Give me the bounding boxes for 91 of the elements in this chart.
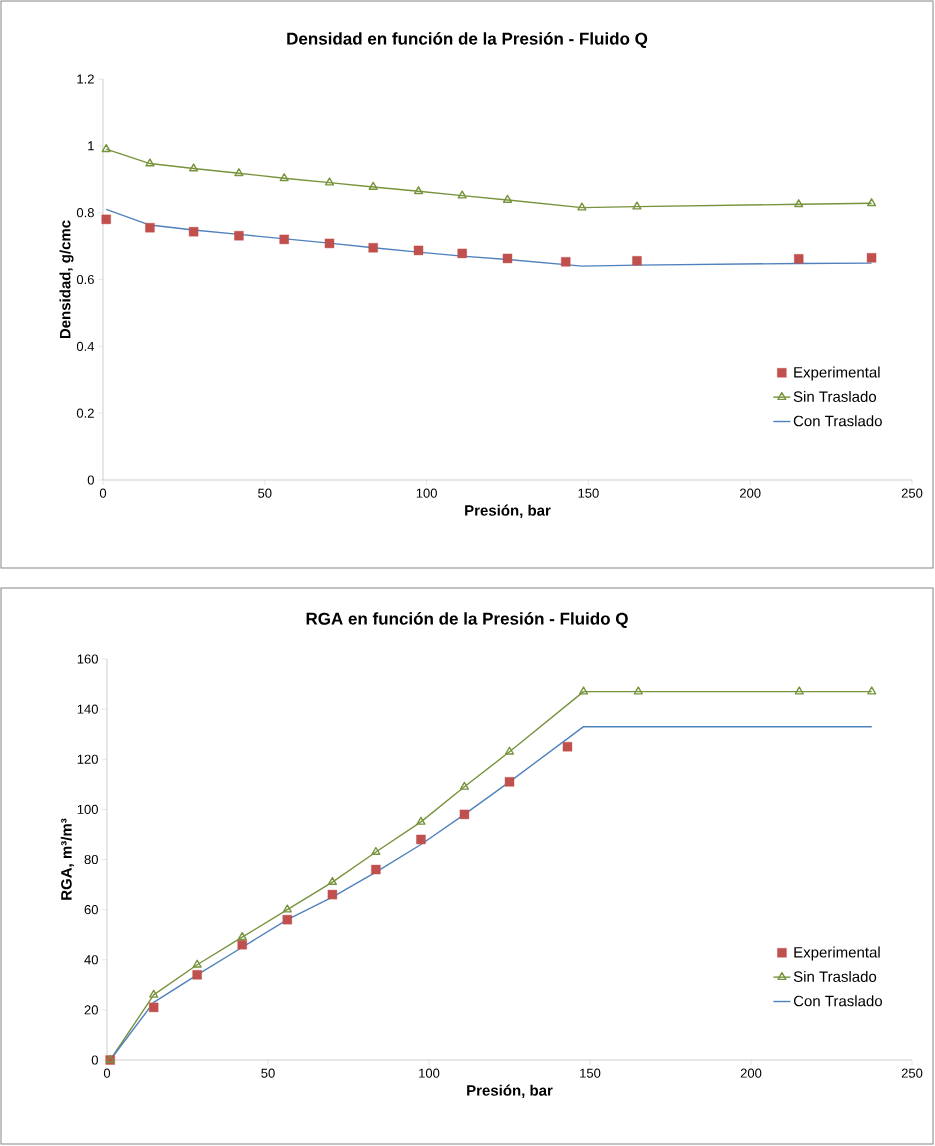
point	[101, 143, 111, 153]
y-tick-label: 0.6	[76, 274, 94, 285]
point	[101, 214, 111, 225]
x-tick-label: 0	[103, 1068, 111, 1078]
point	[416, 816, 426, 825]
point	[459, 781, 470, 790]
point	[371, 846, 381, 855]
x-tick-label: 150	[580, 1068, 601, 1078]
point	[577, 202, 587, 211]
point	[632, 201, 642, 210]
legend-label: Sin Traslado	[793, 970, 877, 982]
point	[234, 168, 244, 177]
point	[237, 940, 247, 950]
point	[145, 223, 155, 233]
point	[149, 989, 159, 998]
point	[189, 163, 199, 172]
point	[234, 231, 244, 241]
x-axis-title: Presión, bar	[465, 504, 551, 518]
point	[188, 227, 199, 237]
y-tick-label: 0.4	[76, 341, 95, 351]
point	[282, 914, 293, 925]
point	[866, 253, 877, 263]
point	[237, 932, 247, 941]
point	[368, 243, 378, 253]
point	[371, 864, 381, 875]
point	[279, 234, 289, 245]
point	[279, 173, 289, 182]
point	[632, 256, 642, 266]
x-tick-label: 200	[740, 1068, 762, 1078]
point	[416, 834, 426, 845]
x-tick-label: 250	[901, 1068, 923, 1078]
point	[561, 257, 571, 267]
y-axis-title: RGA, m³/m³	[60, 818, 74, 900]
point	[866, 198, 877, 207]
x-tick-label: 150	[578, 488, 599, 498]
point	[502, 194, 513, 203]
point	[413, 186, 424, 195]
point	[327, 876, 337, 886]
point	[504, 777, 515, 787]
x-tick-label: 50	[261, 1068, 275, 1078]
y-tick-label: 80	[84, 854, 98, 865]
y-tick-label: 60	[84, 905, 98, 915]
y-tick-label: 120	[77, 754, 98, 764]
y-tick-label: 140	[77, 704, 98, 714]
legend-label: Con Traslado	[793, 415, 882, 427]
y-tick-label: 100	[77, 804, 98, 814]
point	[457, 248, 467, 259]
legend-label: Experimental	[794, 946, 880, 961]
point	[794, 686, 804, 695]
point	[633, 686, 643, 695]
y-axis-title: Densidad, g/cmc	[59, 220, 74, 339]
point	[282, 904, 292, 913]
x-tick-label: 200	[740, 488, 761, 498]
y-tick-label: 160	[77, 654, 98, 664]
point	[794, 199, 804, 208]
point	[413, 245, 424, 256]
legend-label: Sin Traslado	[793, 390, 877, 402]
point	[145, 158, 155, 167]
chart-title: RGA en función de la Presión - Fluido Q	[306, 612, 628, 628]
y-tick-label: 1	[88, 141, 94, 151]
point	[867, 686, 877, 695]
x-tick-label: 50	[258, 488, 272, 498]
point	[504, 746, 515, 755]
y-tick-label: 0	[87, 475, 94, 485]
point	[327, 889, 338, 900]
point	[578, 686, 589, 695]
point	[457, 190, 467, 199]
legend-label: Experimental	[794, 366, 880, 381]
y-tick-label: 0	[91, 1055, 98, 1065]
point	[324, 238, 335, 249]
point	[192, 959, 202, 968]
y-tick-label: 20	[84, 1005, 98, 1015]
point	[459, 809, 470, 820]
x-tick-label: 100	[419, 1068, 440, 1078]
point	[192, 970, 202, 980]
y-tick-label: 40	[84, 955, 98, 965]
point	[324, 177, 335, 186]
y-tick-label: 0.2	[76, 408, 94, 418]
x-tick-label: 250	[901, 488, 923, 498]
point	[148, 1002, 159, 1013]
point	[562, 742, 573, 752]
point	[368, 181, 378, 190]
point	[794, 254, 804, 264]
x-tick-label: 100	[416, 488, 437, 498]
y-tick-label: 1.2	[77, 74, 94, 84]
y-tick-label: 0.8	[76, 208, 94, 218]
chart-title: Densidad en función de la Presión - Fluido Q	[287, 32, 648, 48]
point	[502, 253, 513, 264]
x-tick-label: 0	[99, 488, 107, 498]
x-axis-title: Presión, bar	[467, 1084, 553, 1098]
legend-label: Con Traslado	[793, 995, 883, 1007]
